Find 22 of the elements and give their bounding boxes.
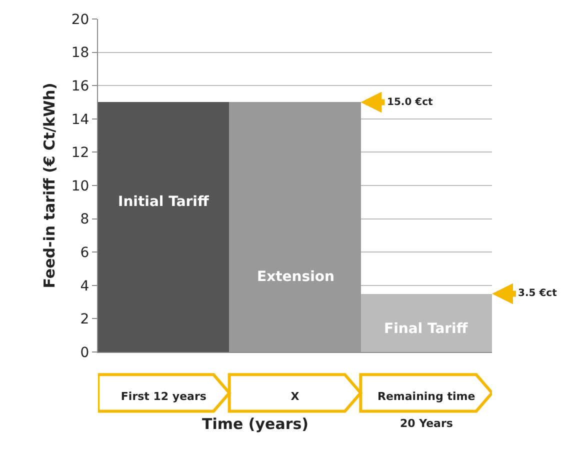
y-tick-label: 0 — [80, 344, 90, 361]
x-tick-label: X — [290, 390, 300, 404]
annotation: Final Tariff — [384, 321, 468, 337]
x-axis-title: Time (years) — [202, 415, 309, 433]
y-axis-title: Feed-in tariff (€ Ct/kWh) — [40, 82, 59, 288]
text: 3.5 €ct — [518, 288, 558, 299]
annotation: 15.0 €ct — [387, 97, 434, 108]
y-tick-label: 8 — [80, 212, 90, 228]
y-tick-label: 4 — [80, 278, 90, 294]
y-tick-label: 18 — [71, 45, 90, 62]
x-tick-label: Remaining time — [377, 390, 476, 404]
x-tick-label: First 12 years — [120, 390, 207, 404]
text: 20 Years — [400, 417, 454, 430]
y-tick-label: 14 — [71, 112, 90, 128]
y-tick-label: 12 — [71, 145, 90, 162]
annotation: Extension — [257, 269, 334, 285]
y-tick-label: 6 — [80, 245, 90, 261]
y-tick-label: 20 — [71, 12, 90, 28]
annotation: Initial Tariff — [118, 194, 210, 210]
y-tick-label: 10 — [71, 178, 90, 194]
y-tick-label: 2 — [80, 312, 90, 328]
y-tick-label: 16 — [71, 78, 90, 94]
